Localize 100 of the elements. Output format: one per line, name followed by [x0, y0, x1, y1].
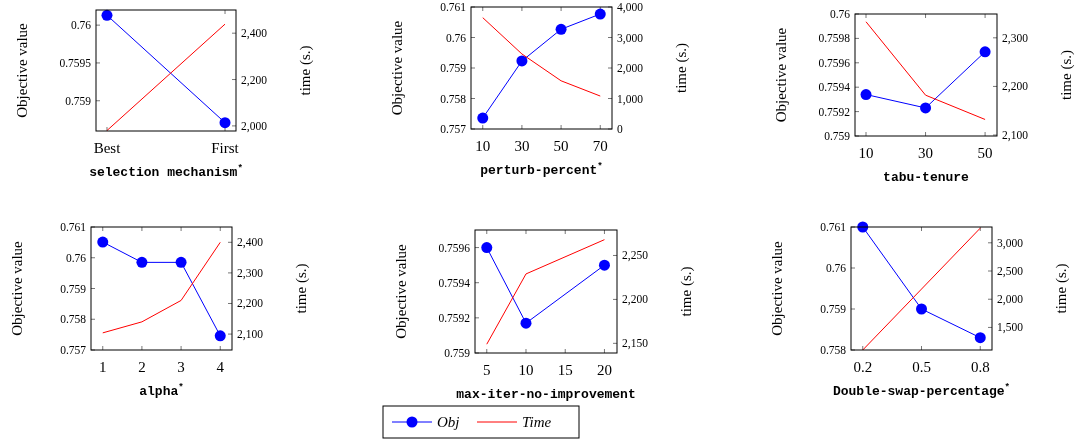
y2-tick-label: 4,000 — [617, 1, 644, 14]
x-tick-label: 30 — [918, 145, 934, 161]
y2-tick-label: 1,000 — [617, 92, 644, 106]
y-tick-label: 0.759 — [444, 347, 471, 359]
y2-tick-label: 2,000 — [617, 62, 644, 75]
point — [594, 8, 606, 20]
y-tick-label: 0.761 — [820, 221, 847, 233]
x-tick-label: 5 — [483, 362, 491, 378]
y2-axis-title: time (s.) — [678, 266, 695, 317]
y2-tick-label: 2,100 — [1002, 129, 1029, 143]
y-tick-label: 0.7596 — [818, 56, 851, 69]
y-tick-label: 0.7595 — [59, 56, 92, 69]
y2-tick-label: 2,300 — [237, 266, 264, 280]
x-tick-label: 2 — [138, 359, 146, 375]
x-axis-title: perturb-percent$^{*}$ — [480, 160, 603, 178]
y2-tick-label: 2,150 — [622, 337, 649, 351]
x-tick-label: 70 — [592, 138, 608, 154]
x-axis-title: tabu-tenure — [883, 170, 970, 185]
y-tick-label: 0.758 — [440, 92, 467, 105]
y-tick-label: 0.759 — [820, 303, 847, 315]
y-tick-label: 0.759 — [440, 62, 467, 74]
y-tick-label: 0.76 — [829, 8, 851, 20]
x-tick-label: First — [211, 140, 240, 156]
y-tick-label: 0.761 — [440, 1, 467, 13]
y2-tick-label: 0 — [617, 123, 623, 135]
x-tick-label: 1 — [99, 359, 107, 375]
y2-tick-label: 2,200 — [622, 293, 649, 307]
point — [520, 317, 532, 329]
y2-axis-title: time (s.) — [673, 43, 690, 93]
y-tick-label: 0.758 — [820, 344, 847, 356]
x-axis-title: Double-swap-percentage$^{*}$ — [832, 381, 1011, 399]
legend-label: Obj — [437, 414, 460, 430]
y2-tick-label: 2,200 — [237, 297, 264, 311]
y-tick-label: 0.7598 — [818, 32, 851, 45]
y-tick-label: 0.7592 — [818, 105, 851, 118]
y-tick-label: 0.759 — [824, 130, 851, 142]
y-tick-label: 0.761 — [60, 221, 87, 233]
y2-axis-title: time (s.) — [1058, 50, 1075, 100]
y-axis-title: Objective value — [393, 243, 409, 339]
y-tick-label: 0.7594 — [818, 81, 851, 94]
y-tick-label: 0.76 — [70, 19, 92, 32]
point — [974, 332, 986, 344]
x-axis-title: max-iter-no-improvement — [456, 387, 636, 402]
point — [516, 55, 528, 67]
x-tick-label: 0.2 — [853, 359, 873, 375]
point — [481, 242, 493, 254]
x-tick-label: 10 — [858, 145, 874, 161]
y2-tick-label: 2,300 — [1002, 31, 1029, 45]
point — [136, 256, 148, 268]
x-axis-title: selection mechanism$^{*}$ — [89, 162, 243, 180]
y-axis-title: Objective value — [9, 240, 25, 336]
point — [598, 259, 610, 271]
point — [979, 46, 991, 58]
y-tick-label: 0.758 — [60, 313, 87, 326]
point — [916, 303, 927, 315]
x-tick-label: 0.5 — [912, 359, 931, 375]
y2-tick-label: 3,000 — [997, 236, 1024, 250]
x-tick-label: 30 — [514, 138, 530, 154]
point — [860, 89, 872, 101]
y2-axis-title: time (s.) — [293, 263, 310, 314]
point — [920, 102, 932, 114]
y-tick-label: 0.76 — [445, 31, 467, 44]
x-tick-label: Best — [93, 140, 122, 156]
y2-axis-title: time (s.) — [297, 45, 314, 96]
y-axis-title: Objective value — [14, 22, 30, 118]
y2-tick-label: 2,400 — [241, 27, 268, 41]
y-tick-label: 0.757 — [440, 123, 467, 135]
line-series — [482, 17, 601, 97]
x-tick-label: 20 — [596, 362, 612, 378]
x-axis-title: alpha$^{*}$ — [139, 381, 184, 399]
x-tick-label: 50 — [553, 138, 569, 154]
y-axis-title: Objective value — [773, 27, 789, 123]
x-tick-label: 10 — [518, 362, 534, 378]
y2-tick-label: 1,500 — [997, 321, 1024, 335]
point — [555, 23, 567, 35]
y-tick-label: 0.757 — [60, 344, 87, 356]
x-tick-label: 50 — [977, 145, 993, 161]
y2-tick-label: 3,000 — [617, 31, 644, 45]
y2-tick-label: 2,100 — [237, 328, 264, 342]
y-tick-label: 0.759 — [65, 94, 92, 107]
y2-tick-label: 2,250 — [622, 249, 649, 263]
y-tick-label: 0.759 — [60, 282, 87, 295]
y2-tick-label: 2,200 — [1002, 80, 1029, 94]
point — [97, 236, 109, 248]
x-tick-label: 15 — [557, 362, 573, 378]
y2-tick-label: 2,200 — [241, 73, 268, 87]
y-axis-title: Objective value — [769, 240, 785, 336]
y2-tick-label: 2,500 — [997, 265, 1024, 279]
y-tick-label: 0.76 — [65, 251, 87, 264]
point — [477, 112, 489, 124]
y-axis-title: Objective value — [389, 20, 405, 116]
point — [214, 330, 226, 342]
y2-axis-title: time (s.) — [1053, 263, 1070, 314]
x-tick-label: 4 — [216, 359, 225, 375]
y-tick-label: 0.7596 — [438, 241, 471, 254]
y-tick-label: 0.7592 — [438, 311, 471, 324]
point — [175, 256, 187, 268]
y-tick-label: 0.7594 — [438, 276, 471, 289]
y-tick-label: 0.76 — [825, 262, 847, 274]
x-tick-label: 10 — [475, 138, 491, 154]
